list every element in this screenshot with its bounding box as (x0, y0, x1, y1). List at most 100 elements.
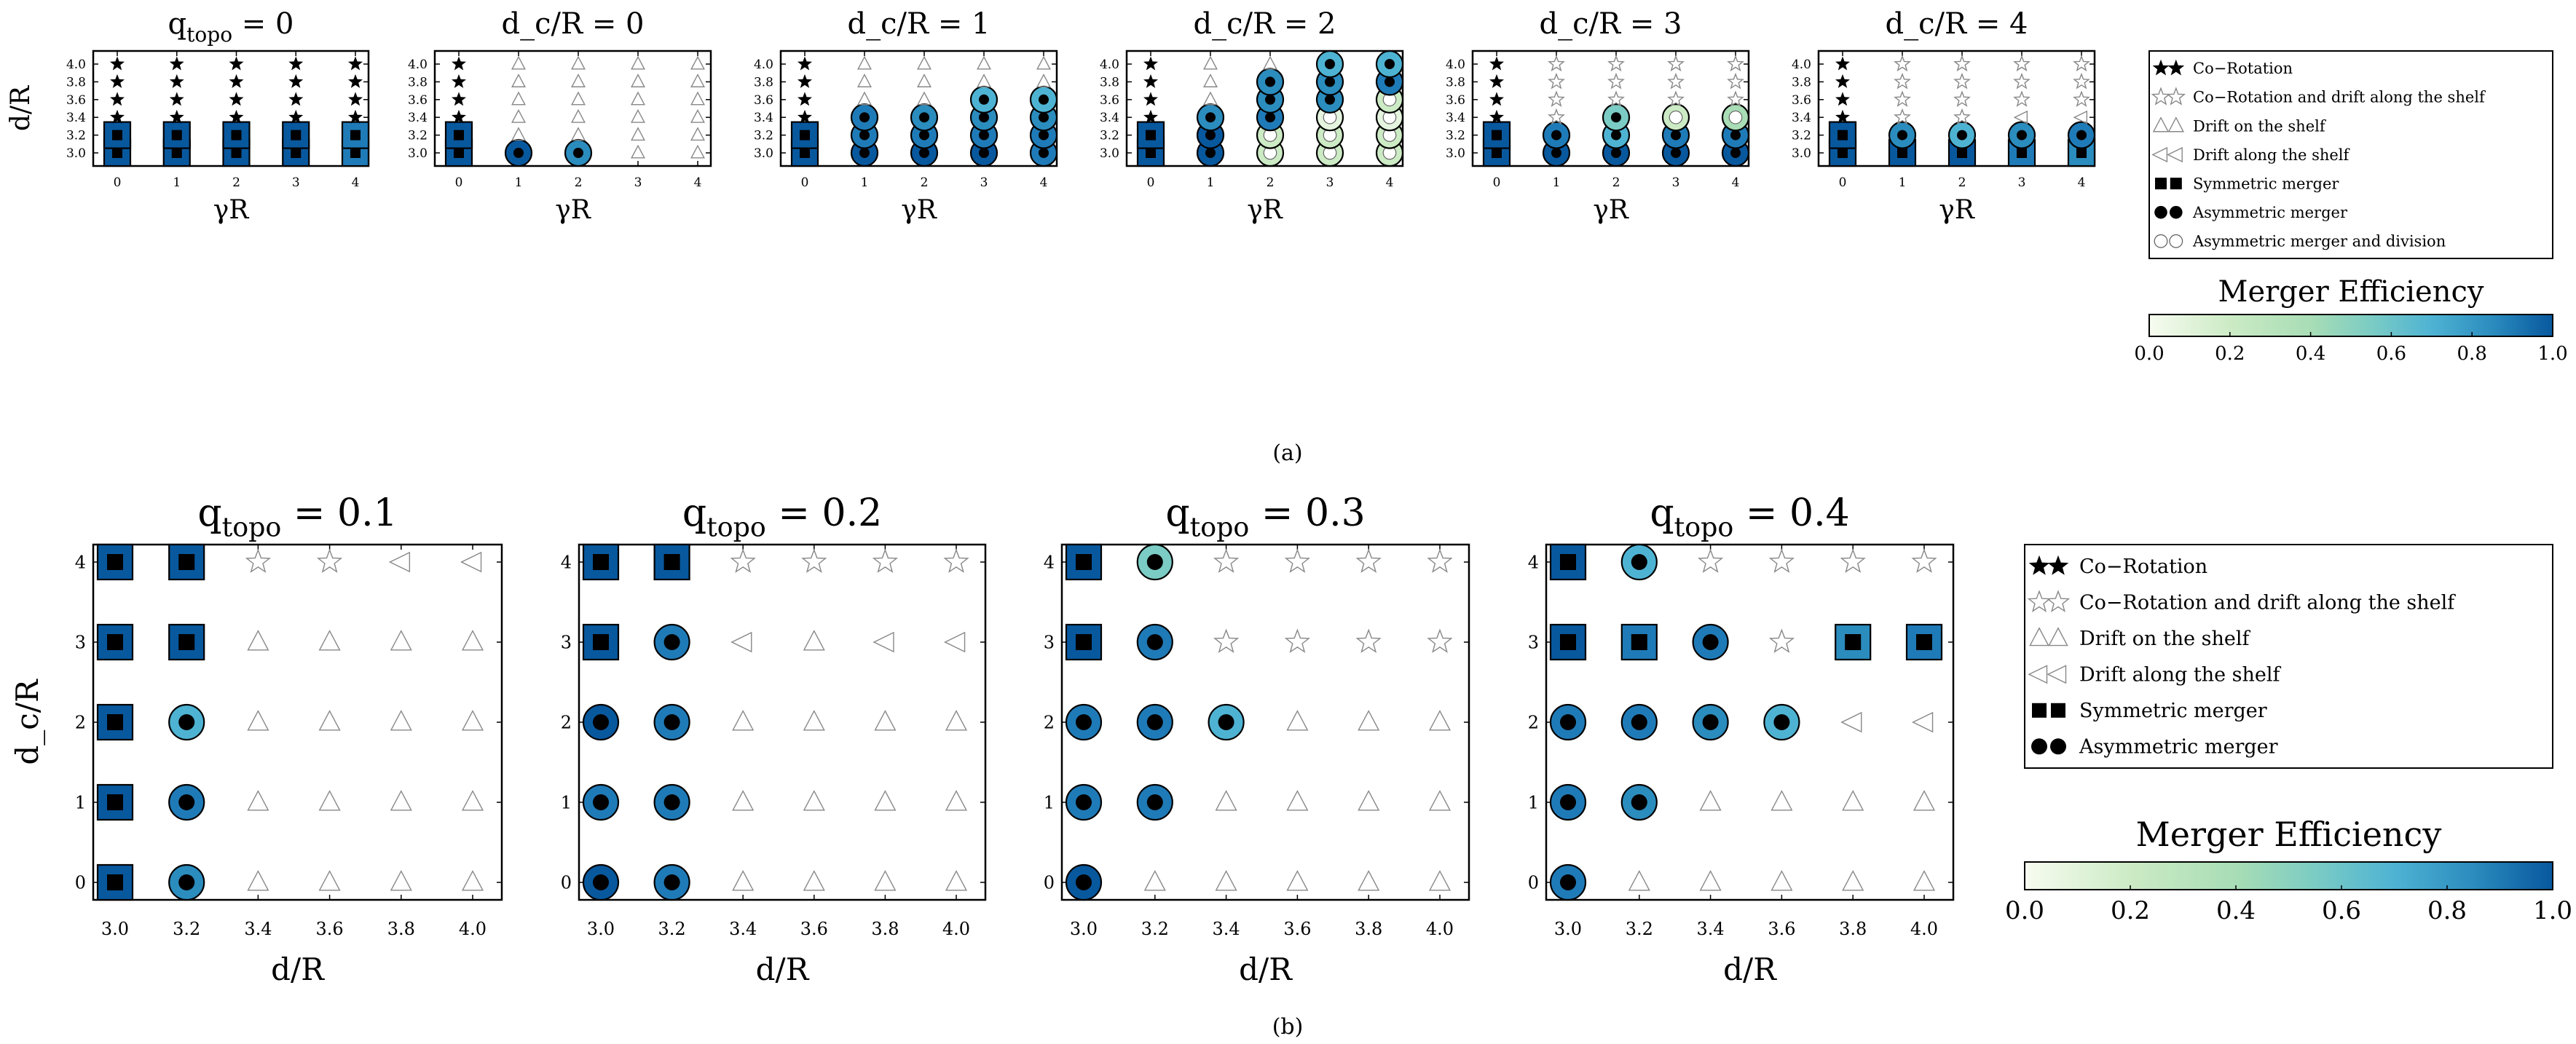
drift-along-shelf-marker (460, 551, 482, 573)
y-tick-label: 3.0 (1446, 146, 1465, 161)
y-tick-label: 3.2 (408, 129, 428, 143)
co-rotation-drift-marker (1667, 55, 1685, 72)
legend-label: Drift on the shelf (2079, 628, 2251, 650)
co-rotation-marker (229, 74, 244, 88)
chart-panel-b1: 3.0 3.2 3.4 3.6 3.8 4.0 0 1 2 3 4 d/R d_c/R qtopo = 0… (9, 491, 503, 987)
legend-asymmetric-marker (2031, 738, 2047, 755)
x-tick-label: 3.0 (1554, 919, 1582, 939)
drift-on-shelf-marker (1428, 790, 1452, 811)
colorbar-tick-label: 1.0 (2537, 343, 2567, 365)
asymmetric-merger-core (1039, 130, 1049, 141)
asymmetric-merger-core (859, 130, 870, 141)
asymmetric-merger-core (1039, 112, 1049, 123)
drift-on-shelf-marker (571, 74, 586, 87)
x-tick-label: 3.8 (871, 919, 899, 939)
co-rotation-drift-marker (1894, 72, 1911, 90)
drift-along-shelf-marker (873, 631, 894, 653)
co-rotation-drift-marker (1355, 548, 1382, 573)
symmetric-merger-core (1076, 554, 1092, 570)
co-rotation-drift-marker (1284, 548, 1311, 573)
symmetric-merger-core (1916, 634, 1932, 650)
asymmetric-merger-core (1205, 130, 1216, 141)
co-rotation-marker (229, 56, 244, 71)
co-rotation-marker (1489, 56, 1504, 71)
x-tick-label: 3.2 (658, 919, 686, 939)
drift-on-shelf-marker (945, 710, 968, 731)
colorbar-tick-label: 0.6 (2376, 343, 2406, 365)
co-rotation-marker (288, 109, 304, 124)
y-tick-label: 3.2 (754, 129, 773, 143)
drift-on-shelf-marker (1699, 790, 1722, 811)
plot-frame (1545, 543, 1955, 901)
drift-on-shelf-marker (1203, 91, 1218, 106)
x-tick-label: 0 (1147, 175, 1155, 190)
drift-on-shelf-marker (732, 710, 755, 731)
drift-along-shelf-marker (2047, 665, 2067, 684)
symmetric-merger-core (171, 148, 182, 158)
x-axis-label: γR (1247, 195, 1283, 225)
asymmetric-merger-core (1671, 148, 1681, 158)
legend-label: Co−Rotation (2079, 555, 2207, 578)
asymmetric-merger-core (1551, 148, 1561, 158)
drift-on-shelf-marker (690, 74, 705, 87)
co-rotation-marker (452, 74, 466, 88)
colorbar-tick-label: 1.0 (2533, 896, 2572, 925)
co-rotation-drift-marker (1953, 72, 1971, 90)
y-tick-label: 3.8 (408, 75, 428, 90)
asymmetric-merger-core (1146, 714, 1163, 730)
co-rotation-drift-marker (1548, 72, 1565, 90)
chart-panel-b2: 3.0 3.2 3.4 3.6 3.8 4.0 0 1 2 3 4 d/R qtopo = 0.2 (561, 491, 987, 987)
panel-title: qtopo = 0.3 (1165, 491, 1365, 543)
co-rotation-marker (288, 74, 304, 88)
legend-label: Co−Rotation and drift along the shelf (2079, 592, 2456, 614)
y-axis-label: d/R (6, 85, 36, 131)
drift-on-shelf-marker (1286, 870, 1309, 891)
x-tick-label: 3.2 (1141, 919, 1169, 939)
asymmetric-merger-core (1265, 76, 1275, 87)
y-tick-label: 3.4 (1446, 111, 1465, 125)
asymmetric-merger-core (1384, 59, 1395, 69)
co-rotation-marker (1143, 109, 1158, 124)
drift-on-shelf-marker (1286, 710, 1309, 731)
co-rotation-marker (2152, 59, 2170, 76)
co-rotation-drift-marker (1840, 548, 1866, 573)
y-tick-label: 4 (75, 552, 86, 572)
y-tick-label: 3.4 (754, 111, 773, 125)
x-tick-label: 4 (352, 175, 360, 190)
y-tick-label: 1 (1044, 792, 1055, 812)
drift-on-shelf-marker (247, 710, 269, 731)
co-rotation-marker (169, 74, 184, 88)
y-tick-label: 3.6 (66, 93, 86, 108)
y-tick-label: 3.8 (1446, 75, 1465, 90)
asymmetric-merger-core (1560, 714, 1576, 730)
symmetric-merger-core (800, 148, 810, 158)
co-rotation-marker (797, 92, 812, 106)
co-rotation-drift-marker (943, 548, 969, 573)
x-tick-label: 2 (1612, 175, 1620, 190)
x-tick-label: 1 (1553, 175, 1561, 190)
co-rotation-drift-marker (1284, 628, 1311, 653)
drift-on-shelf-marker (690, 108, 705, 123)
colorbar-tick-label: 0.8 (2457, 343, 2487, 365)
asymmetric-merger-core (1205, 148, 1216, 158)
y-tick-label: 4 (1528, 552, 1539, 572)
co-rotation-marker (288, 56, 304, 71)
colorbar (2148, 314, 2553, 337)
drift-on-shelf-marker (631, 108, 645, 123)
asymmetric-merger-core (1146, 554, 1163, 570)
co-rotation-marker (288, 92, 304, 106)
x-tick-label: 3.6 (1283, 919, 1311, 939)
colorbar-tick-label: 0.0 (2134, 343, 2164, 365)
x-tick-label: 4 (2078, 175, 2086, 190)
chart-panels: 0 1 2 3 4 3.0 3.2 3.4 3.6 3.8 4.0 γR d/R qtopo = 0 0 1 2… (6, 7, 2096, 987)
y-tick-label: 3.6 (754, 93, 773, 108)
drift-on-shelf-marker (2167, 116, 2185, 133)
y-tick-label: 4 (1044, 552, 1055, 572)
chart-panel-b3: 3.0 3.2 3.4 3.6 3.8 4.0 0 1 2 3 4 d/R qtopo = 0.3 (1044, 491, 1470, 987)
y-tick-label: 3 (1044, 632, 1055, 652)
drift-on-shelf-marker (511, 91, 526, 106)
y-tick-label: 0 (75, 872, 86, 893)
legend-division-marker (2169, 234, 2183, 248)
symmetric-merger-core (1146, 148, 1156, 158)
drift-on-shelf-marker (803, 710, 825, 731)
